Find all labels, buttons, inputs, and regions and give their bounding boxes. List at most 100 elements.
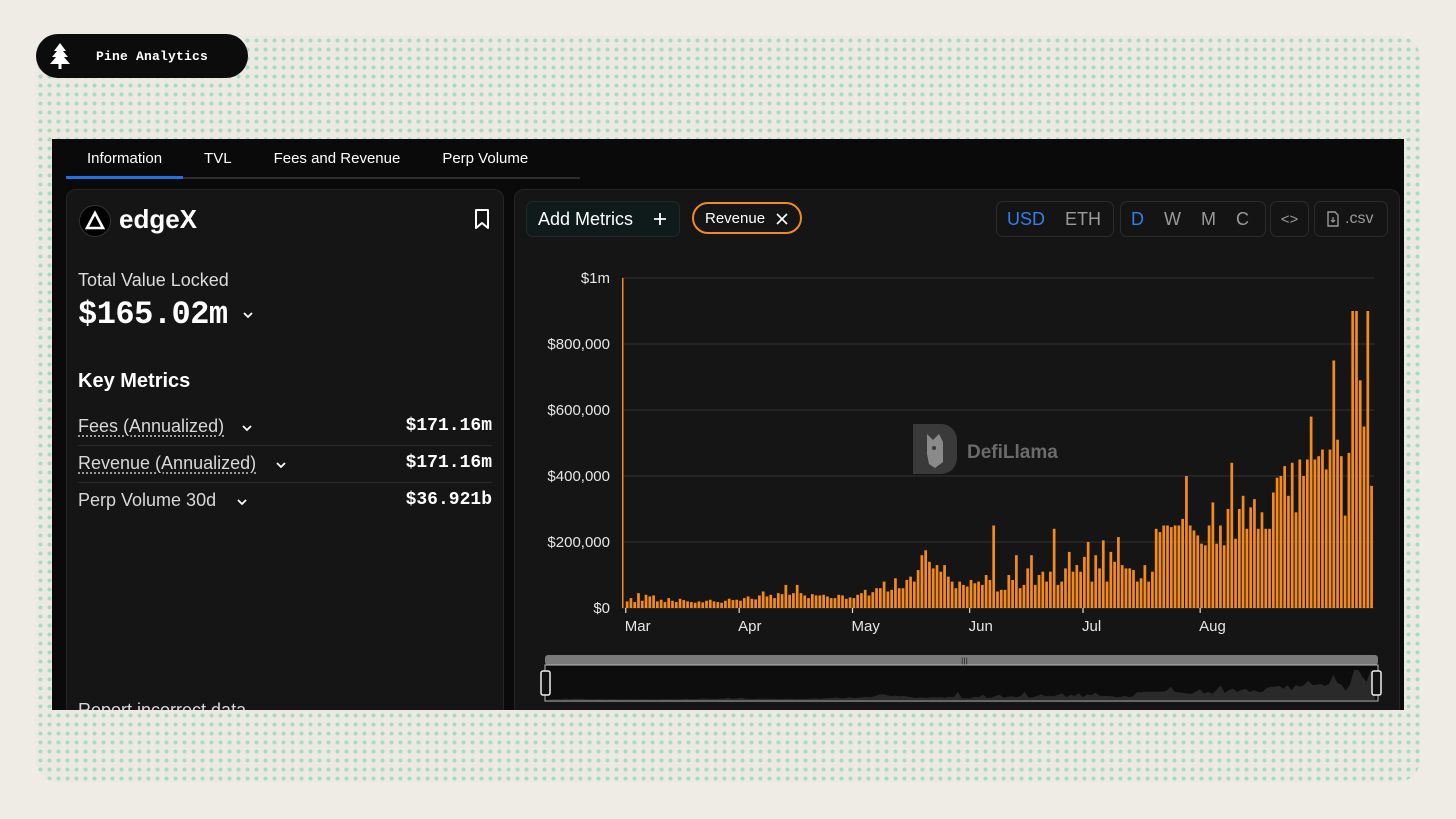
bar[interactable] <box>1230 462 1234 608</box>
bar[interactable] <box>1015 555 1018 608</box>
bar[interactable] <box>939 571 943 608</box>
bar[interactable] <box>1177 525 1181 609</box>
period-c-button[interactable]: C <box>1236 208 1249 229</box>
bar[interactable] <box>799 593 803 608</box>
bar[interactable] <box>833 598 837 608</box>
bar[interactable] <box>1302 476 1305 608</box>
bar[interactable] <box>878 588 882 608</box>
bar[interactable] <box>1203 545 1207 608</box>
bar[interactable] <box>629 598 633 608</box>
bar[interactable] <box>1249 507 1253 608</box>
bar[interactable] <box>844 598 848 608</box>
bar[interactable] <box>1294 512 1298 608</box>
bar[interactable] <box>848 597 852 608</box>
bar[interactable] <box>1309 416 1313 608</box>
metric-label[interactable]: Perp Volume 30d <box>78 490 217 510</box>
bar[interactable] <box>826 596 829 608</box>
currency-usd-button[interactable]: USD <box>1007 208 1046 229</box>
bar[interactable] <box>693 602 697 608</box>
bar[interactable] <box>742 598 746 608</box>
bar[interactable] <box>1317 456 1321 608</box>
bar[interactable] <box>1313 459 1317 609</box>
bar[interactable] <box>761 591 765 609</box>
bar[interactable] <box>659 599 663 608</box>
bar[interactable] <box>1207 525 1211 609</box>
bar[interactable] <box>1339 456 1343 608</box>
bar[interactable] <box>1120 565 1124 608</box>
bar[interactable] <box>1241 495 1245 608</box>
bar[interactable] <box>856 594 860 608</box>
bar[interactable] <box>1260 512 1264 608</box>
bar[interactable] <box>792 593 795 608</box>
bar[interactable] <box>1011 579 1014 608</box>
bar[interactable] <box>1275 477 1279 608</box>
bar[interactable] <box>1075 565 1079 608</box>
bar[interactable] <box>1347 452 1351 608</box>
bar[interactable] <box>882 581 886 608</box>
bar[interactable] <box>837 594 841 608</box>
close-icon[interactable] <box>776 213 788 225</box>
bar[interactable] <box>860 593 863 608</box>
bar[interactable] <box>1343 515 1347 608</box>
bar[interactable] <box>863 589 867 608</box>
bar[interactable] <box>814 595 818 608</box>
bar[interactable] <box>656 601 659 608</box>
bar[interactable] <box>1007 575 1011 608</box>
period-m-button[interactable]: M <box>1201 208 1216 229</box>
bar[interactable] <box>731 600 735 608</box>
chevron-down-icon[interactable] <box>235 495 249 509</box>
bar[interactable] <box>965 586 969 608</box>
bar[interactable] <box>1188 525 1192 609</box>
bar[interactable] <box>901 588 905 608</box>
bar[interactable] <box>871 592 875 608</box>
revenue-metric-chip[interactable]: Revenue <box>692 202 802 234</box>
bar[interactable] <box>697 601 701 608</box>
bar[interactable] <box>1253 499 1256 608</box>
embed-button[interactable]: <> <box>1270 201 1309 237</box>
bar[interactable] <box>644 594 648 608</box>
bar[interactable] <box>931 568 935 608</box>
bar[interactable] <box>1324 469 1328 608</box>
bar[interactable] <box>954 588 958 608</box>
bar[interactable] <box>1060 581 1064 608</box>
bar[interactable] <box>984 575 988 608</box>
bar[interactable] <box>754 599 757 608</box>
bar[interactable] <box>1355 311 1358 608</box>
bar[interactable] <box>1101 540 1105 608</box>
bar[interactable] <box>780 594 784 608</box>
bar[interactable] <box>1358 380 1362 608</box>
bar[interactable] <box>980 584 984 608</box>
bar[interactable] <box>758 595 761 608</box>
bar[interactable] <box>894 578 897 608</box>
bar[interactable] <box>724 600 727 608</box>
bar[interactable] <box>1033 584 1037 608</box>
bar[interactable] <box>773 598 776 608</box>
bar[interactable] <box>652 595 655 608</box>
bar[interactable] <box>1200 543 1203 608</box>
bar[interactable] <box>784 584 788 608</box>
bar[interactable] <box>867 595 871 608</box>
period-d-button[interactable]: D <box>1131 208 1144 229</box>
bar[interactable] <box>1143 565 1147 608</box>
bar[interactable] <box>1049 571 1052 608</box>
bar[interactable] <box>663 602 667 608</box>
bar[interactable] <box>1022 584 1026 608</box>
bar[interactable] <box>765 596 769 608</box>
bar[interactable] <box>988 579 992 608</box>
bar[interactable] <box>1245 528 1249 608</box>
bar[interactable] <box>1298 459 1302 609</box>
bar[interactable] <box>1158 532 1162 608</box>
bar[interactable] <box>1026 568 1030 608</box>
bar[interactable] <box>897 588 901 608</box>
range-slider-right-handle[interactable] <box>1371 670 1382 696</box>
bar[interactable] <box>1271 492 1275 609</box>
bar[interactable] <box>807 598 810 608</box>
bar[interactable] <box>671 600 674 608</box>
bar[interactable] <box>1264 528 1268 608</box>
bar[interactable] <box>977 581 980 608</box>
bar[interactable] <box>1071 571 1075 608</box>
bar[interactable] <box>962 584 965 608</box>
bar[interactable] <box>648 596 652 608</box>
bar[interactable] <box>667 598 671 608</box>
bar[interactable] <box>810 594 814 608</box>
